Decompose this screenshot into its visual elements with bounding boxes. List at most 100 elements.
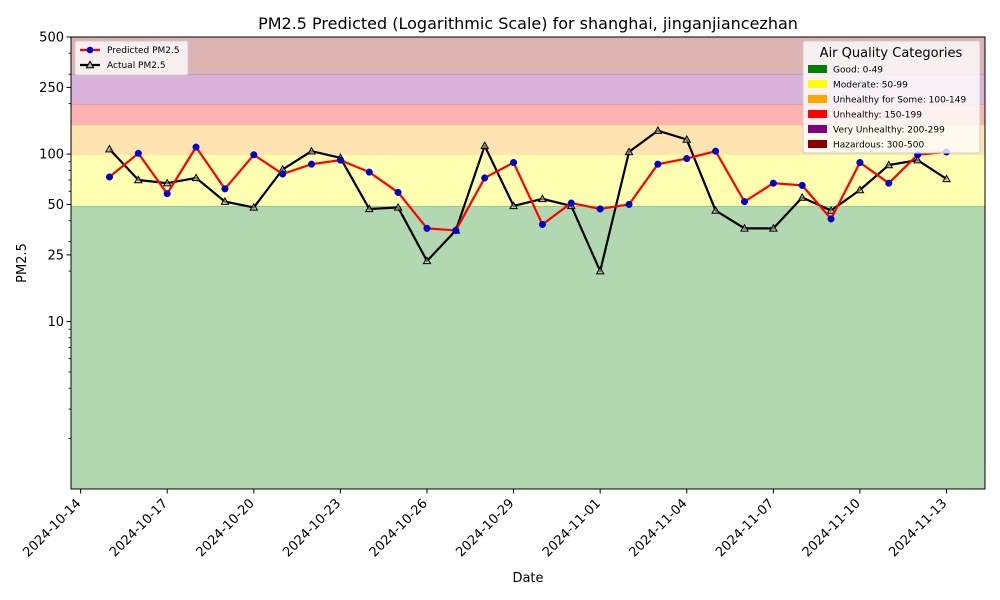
data-point — [423, 224, 431, 232]
category-label: Good: 0-49 — [833, 66, 883, 76]
x-tick-label: 2024-10-17 — [107, 496, 171, 560]
data-point — [682, 134, 692, 143]
data-point — [452, 226, 460, 234]
series-legend-box — [74, 40, 189, 76]
data-point — [683, 155, 691, 163]
y-tick-label: 10 — [47, 315, 64, 330]
x-tick-label: 2024-11-01 — [540, 496, 604, 560]
category-legend-box — [802, 40, 981, 154]
series-predicted — [105, 143, 951, 234]
data-point — [797, 192, 807, 201]
data-point — [625, 200, 633, 209]
aqi-band-1 — [71, 154, 985, 206]
data-point — [826, 205, 836, 214]
y-tick-label: 500 — [39, 31, 64, 46]
data-point — [740, 223, 749, 232]
series-line — [108, 146, 947, 232]
data-point — [537, 194, 547, 203]
data-point — [595, 266, 605, 275]
category-swatch — [808, 125, 827, 133]
x-axis: 2024-10-14 2024-10-17 2024-10-20 2024-10-23… — [20, 489, 950, 560]
data-point — [567, 199, 575, 207]
category-legend: Air Quality Categories Good: 0-49 Moderate… — [802, 40, 981, 154]
data-point — [307, 160, 316, 168]
data-point — [364, 204, 374, 213]
category-label: Unhealthy: 150-199 — [833, 111, 922, 121]
category-label: Moderate: 50-99 — [833, 81, 908, 91]
legend-label: Actual PM2.5 — [107, 61, 166, 71]
data-point — [596, 205, 604, 213]
x-tick-label: 2024-10-20 — [194, 496, 258, 560]
x-tick-label: 2024-10-29 — [453, 496, 517, 560]
data-point — [365, 168, 373, 176]
chart-title: PM2.5 Predicted (Logarithmic Scale) for … — [258, 14, 798, 33]
data-point — [481, 174, 489, 182]
category-swatch — [808, 65, 827, 73]
data-point — [163, 190, 171, 198]
data-point — [307, 146, 316, 155]
aqi-band-3 — [71, 104, 985, 126]
category-label: Unhealthy for Some: 100-149 — [833, 96, 966, 106]
legend-marker — [85, 60, 95, 69]
data-point — [221, 185, 229, 193]
data-point — [422, 256, 432, 265]
legend-label: Predicted PM2.5 — [107, 46, 180, 56]
data-point — [624, 147, 634, 156]
x-tick-label: 2024-10-14 — [20, 496, 84, 560]
category-legend-title: Air Quality Categories — [820, 46, 963, 61]
x-tick-label: 2024-10-23 — [280, 496, 344, 560]
category-swatch — [808, 110, 827, 118]
data-point — [105, 144, 114, 153]
series-layer — [105, 126, 951, 275]
y-tick-label: 100 — [39, 148, 64, 163]
data-point — [768, 223, 778, 232]
data-point — [712, 147, 720, 155]
y-tick-label: 25 — [47, 248, 64, 263]
data-point — [133, 175, 143, 184]
category-swatch — [808, 95, 827, 103]
data-point — [798, 181, 806, 189]
data-point — [942, 174, 951, 183]
x-tick-label: 2024-11-07 — [713, 496, 777, 560]
axes-frame — [70, 36, 986, 490]
data-point — [191, 173, 201, 182]
data-point — [162, 178, 172, 187]
data-point — [134, 149, 142, 157]
aqi-band-0 — [71, 205, 985, 489]
data-point — [509, 201, 519, 210]
y-tick-label: 50 — [47, 198, 64, 213]
data-point — [913, 155, 923, 164]
x-axis-title: Date — [512, 571, 543, 586]
series-line — [108, 129, 948, 273]
category-swatch — [808, 80, 827, 88]
data-point — [769, 179, 777, 187]
data-point — [654, 160, 662, 168]
series-actual — [105, 126, 951, 275]
data-point — [250, 151, 258, 159]
data-point — [856, 158, 864, 167]
data-point — [510, 158, 518, 167]
legend-marker — [86, 46, 94, 54]
data-point — [220, 197, 230, 205]
data-point — [336, 156, 344, 164]
data-point — [480, 141, 490, 150]
data-point — [884, 160, 894, 169]
data-point — [740, 198, 749, 206]
data-point — [393, 202, 403, 211]
y-tick-label: 250 — [39, 81, 64, 96]
y-axis: 10 25 50 100 250 500 — [39, 31, 71, 439]
data-point — [855, 185, 865, 194]
data-point — [279, 170, 287, 178]
data-point — [538, 220, 546, 228]
category-label: Hazardous: 300-500 — [833, 141, 924, 151]
category-swatch — [808, 140, 827, 148]
x-tick-label: 2024-11-13 — [886, 496, 950, 560]
data-point — [711, 205, 721, 214]
y-axis-title: PM2.5 — [15, 243, 30, 283]
data-point — [827, 215, 835, 223]
x-tick-label: 2024-10-26 — [367, 496, 431, 560]
x-tick-label: 2024-11-04 — [627, 496, 691, 560]
category-label: Very Unhealthy: 200-299 — [833, 126, 945, 136]
data-point — [394, 188, 402, 196]
